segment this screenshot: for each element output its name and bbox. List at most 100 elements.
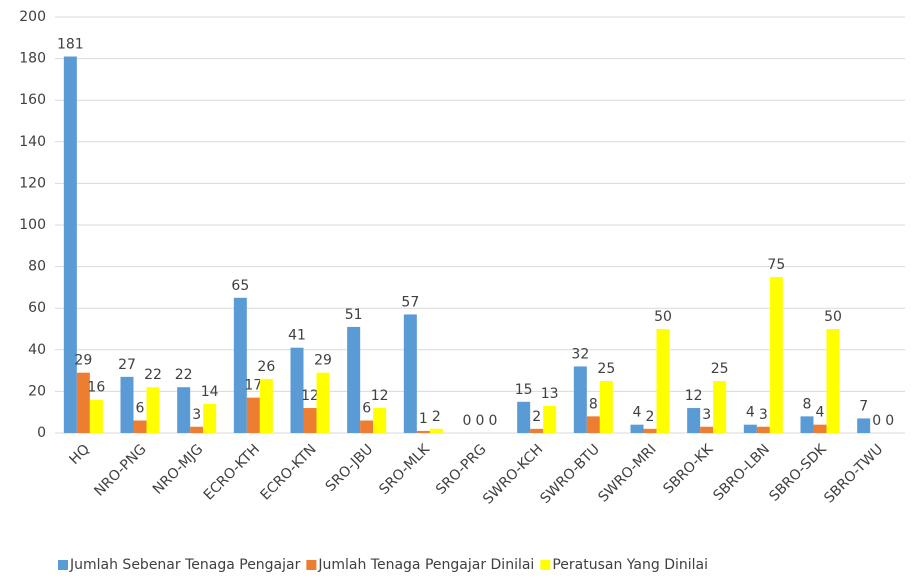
data-label: 32 [571, 346, 589, 362]
data-label: 50 [824, 309, 842, 325]
bar [316, 372, 330, 433]
data-label: 15 [515, 382, 533, 398]
data-label: 2 [646, 409, 655, 425]
data-label: 8 [803, 396, 812, 412]
data-label: 3 [192, 407, 201, 423]
data-label: 51 [345, 307, 363, 323]
y-tick-label: 20 [28, 383, 46, 399]
y-tick-label: 40 [28, 342, 46, 358]
x-tick-label: SWRO-BTU [537, 441, 603, 507]
bar [120, 376, 134, 433]
y-tick-label: 160 [19, 92, 46, 108]
data-label: 7 [859, 398, 868, 414]
data-label: 181 [57, 37, 84, 53]
bar [303, 408, 317, 433]
x-tick-label: SBRO-LBN [710, 441, 773, 504]
data-label: 8 [589, 396, 598, 412]
data-label: 17 [244, 378, 262, 394]
y-tick-label: 180 [19, 51, 46, 67]
bar [630, 424, 644, 433]
data-label: 27 [118, 357, 136, 373]
data-label: 12 [685, 388, 703, 404]
data-label: 41 [288, 328, 306, 344]
data-label: 22 [144, 367, 162, 383]
bar [347, 326, 361, 433]
bar [517, 401, 531, 433]
bar [599, 381, 613, 433]
data-label: 16 [87, 380, 105, 396]
data-label: 0 [885, 413, 894, 429]
x-tick-label: SBRO-TWU [821, 441, 886, 506]
bar [700, 426, 714, 433]
data-label: 0 [872, 413, 881, 429]
bar [656, 329, 670, 433]
x-tick-label: SWRO-KCH [480, 441, 546, 507]
y-tick-label: 60 [28, 300, 46, 316]
data-label: 50 [654, 309, 672, 325]
data-label: 25 [711, 361, 729, 377]
data-label: 3 [759, 407, 768, 423]
bar [586, 416, 600, 433]
bar [713, 381, 727, 433]
x-tick-label: SRO-MLK [376, 441, 433, 498]
bar [687, 408, 701, 433]
data-label: 1 [419, 411, 428, 427]
x-tick-label: SRO-PRG [433, 441, 490, 498]
legend-swatch [58, 560, 68, 570]
bar [743, 424, 757, 433]
x-tick-label: HQ [66, 441, 93, 468]
legend-label: Jumlah Sebenar Tenaga Pengajar [69, 557, 301, 573]
data-label: 4 [633, 405, 642, 421]
data-label: 0 [463, 413, 472, 429]
y-tick-label: 100 [19, 217, 46, 233]
data-label: 6 [362, 401, 371, 417]
data-label: 29 [314, 353, 332, 369]
bar [190, 426, 204, 433]
data-label: 2 [532, 409, 541, 425]
bar [89, 399, 103, 433]
x-tick-label: SWRO-MRI [595, 441, 659, 505]
data-label: 14 [201, 384, 219, 400]
y-tick-label: 140 [19, 134, 46, 150]
legend-label: Peratusan Yang Dinilai [552, 557, 708, 573]
data-label: 13 [541, 386, 559, 402]
x-tick-label: NRO-MJG [150, 441, 206, 497]
y-tick-label: 80 [28, 259, 46, 275]
x-tick-label: ECRO-KTN [257, 441, 319, 503]
bar [146, 387, 160, 433]
bar [800, 416, 814, 433]
data-label: 2 [432, 409, 441, 425]
bar [63, 56, 77, 434]
bar [259, 378, 273, 433]
bar [826, 329, 840, 433]
x-tick-label: ECRO-KTH [201, 441, 263, 503]
data-label: 65 [231, 278, 249, 294]
bar [203, 403, 217, 433]
bar [360, 420, 374, 433]
bar [233, 297, 247, 433]
data-label: 29 [74, 353, 92, 369]
data-label: 6 [136, 401, 145, 417]
bar [756, 426, 770, 433]
bar [246, 397, 260, 433]
y-tick-label: 200 [19, 9, 46, 25]
bar [403, 314, 417, 433]
data-label: 0 [489, 413, 498, 429]
bar [769, 277, 783, 433]
data-label: 25 [597, 361, 615, 377]
data-label: 26 [257, 359, 275, 375]
bar [133, 420, 147, 433]
legend-swatch [540, 560, 551, 570]
x-tick-label: SBRO-KK [660, 441, 716, 497]
bar [416, 430, 430, 433]
data-label: 12 [301, 388, 319, 404]
x-tick-label: SRO-JBU [323, 441, 377, 495]
data-label: 4 [746, 405, 755, 421]
legend-label: Jumlah Tenaga Pengajar Dinilai [317, 557, 534, 573]
bar [573, 366, 587, 433]
bar [373, 408, 387, 433]
bar [857, 418, 871, 433]
data-label: 4 [816, 405, 825, 421]
data-label: 22 [175, 367, 193, 383]
